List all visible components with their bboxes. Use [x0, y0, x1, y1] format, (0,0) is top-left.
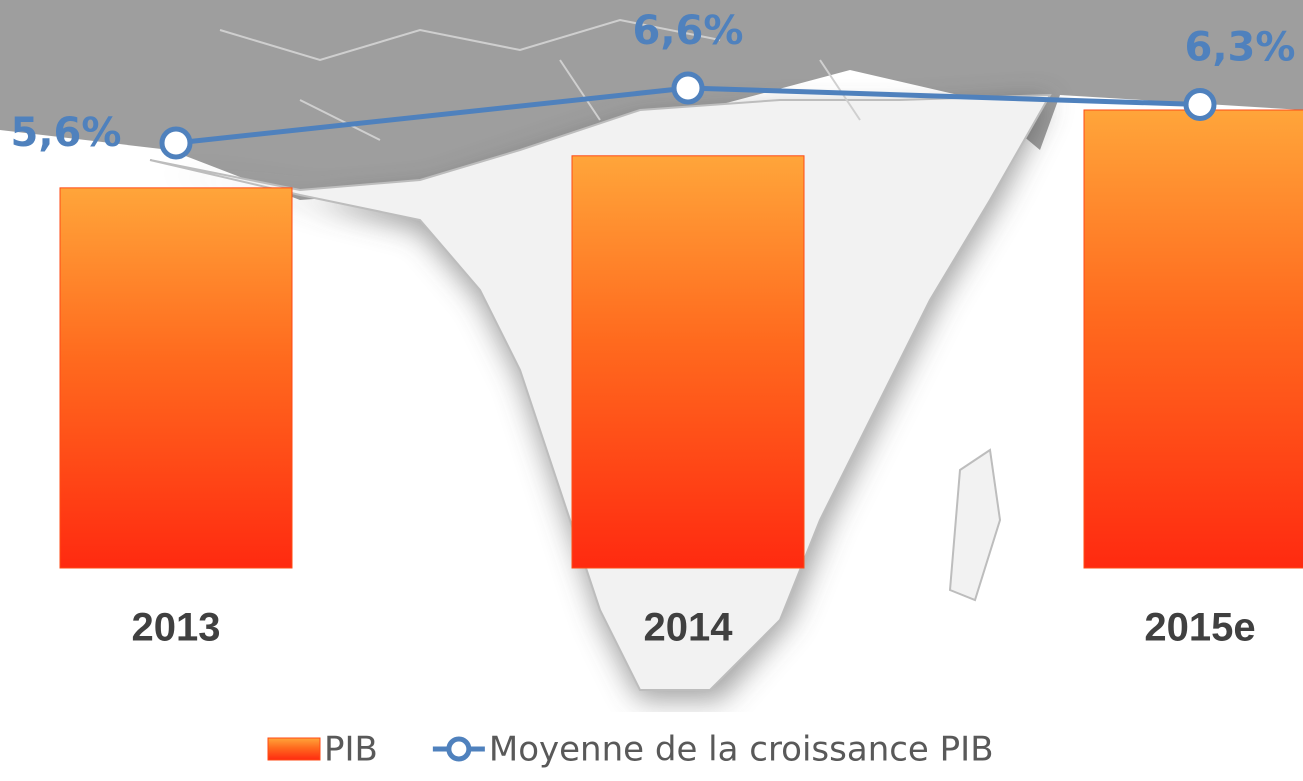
x-tick-label: 2015e — [1144, 606, 1255, 650]
legend-box — [230, 712, 1270, 781]
legend-swatch — [267, 737, 321, 761]
x-tick-label: 2013 — [132, 606, 221, 650]
marker — [671, 71, 705, 105]
legend-swatch — [446, 736, 472, 762]
marker — [159, 126, 193, 160]
bar — [1083, 109, 1303, 569]
data-label: 5,6% — [11, 110, 122, 156]
legend-label: PIB — [324, 730, 378, 770]
data-label: 6,3% — [1185, 25, 1296, 71]
bar — [59, 187, 293, 569]
legend-label: Moyenne de la croissance PIB — [489, 730, 994, 770]
marker — [1183, 88, 1217, 121]
x-tick-label: 2014 — [644, 606, 734, 650]
bar — [571, 155, 805, 569]
data-label: 6,6% — [633, 8, 744, 54]
